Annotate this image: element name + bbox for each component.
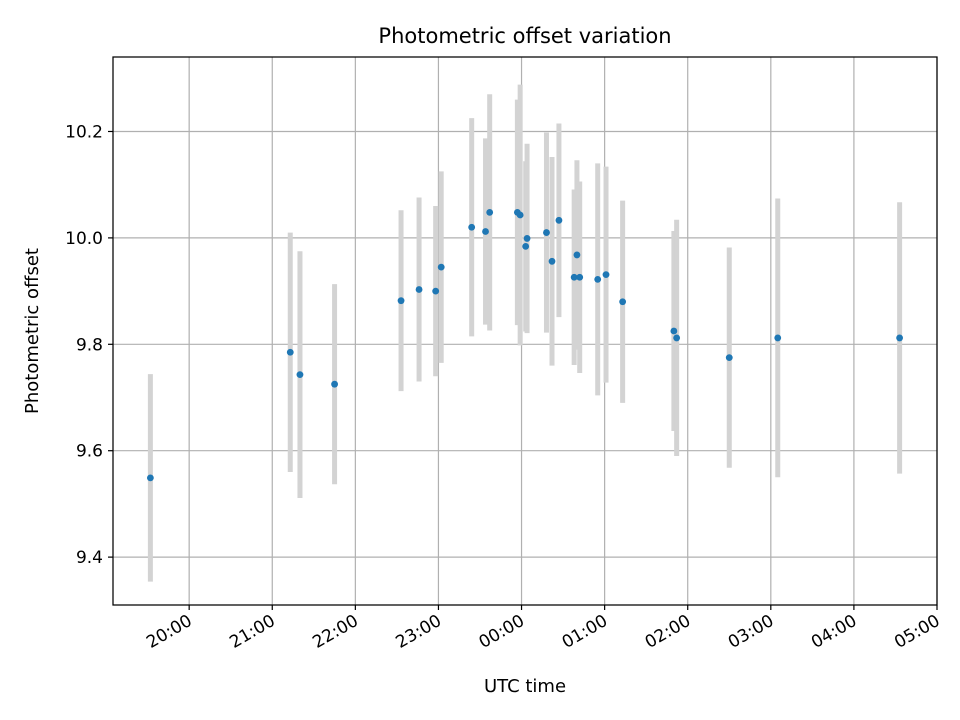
data-point bbox=[594, 275, 602, 283]
data-point bbox=[896, 334, 904, 342]
y-tick-label: 10.2 bbox=[65, 122, 103, 142]
data-point bbox=[522, 243, 530, 250]
data-point bbox=[670, 327, 678, 335]
data-point bbox=[673, 334, 681, 342]
data-point bbox=[602, 271, 610, 279]
data-point bbox=[331, 380, 338, 388]
data-point bbox=[570, 273, 578, 281]
y-tick-label: 9.8 bbox=[76, 335, 103, 355]
x-axis-label: UTC time bbox=[484, 676, 566, 697]
chart-title: Photometric offset variation bbox=[378, 24, 671, 48]
data-point bbox=[437, 263, 445, 271]
data-point bbox=[725, 354, 733, 362]
data-point bbox=[576, 273, 584, 281]
data-point bbox=[146, 474, 154, 482]
data-point bbox=[516, 211, 524, 219]
tick-layer bbox=[108, 130, 938, 610]
y-tick-label: 9.4 bbox=[76, 548, 103, 568]
data-point bbox=[468, 223, 476, 231]
y-tick-label: 9.6 bbox=[76, 442, 103, 462]
data-point bbox=[432, 287, 440, 295]
data-point bbox=[397, 297, 405, 305]
y-tick-label: 10.0 bbox=[65, 229, 103, 249]
data-point bbox=[286, 348, 294, 356]
y-axis-label: Photometric offset bbox=[22, 248, 43, 414]
data-point bbox=[573, 251, 581, 259]
data-point bbox=[774, 334, 782, 342]
plot-frame bbox=[112, 56, 938, 606]
data-point bbox=[619, 298, 627, 306]
data-point bbox=[486, 208, 494, 216]
data-point bbox=[482, 228, 489, 235]
data-point bbox=[523, 235, 531, 242]
data-point bbox=[548, 257, 556, 265]
data-point bbox=[555, 216, 563, 224]
data-point bbox=[415, 286, 423, 293]
data-point bbox=[296, 371, 304, 379]
point-layer bbox=[146, 208, 904, 482]
data-point bbox=[543, 229, 550, 236]
